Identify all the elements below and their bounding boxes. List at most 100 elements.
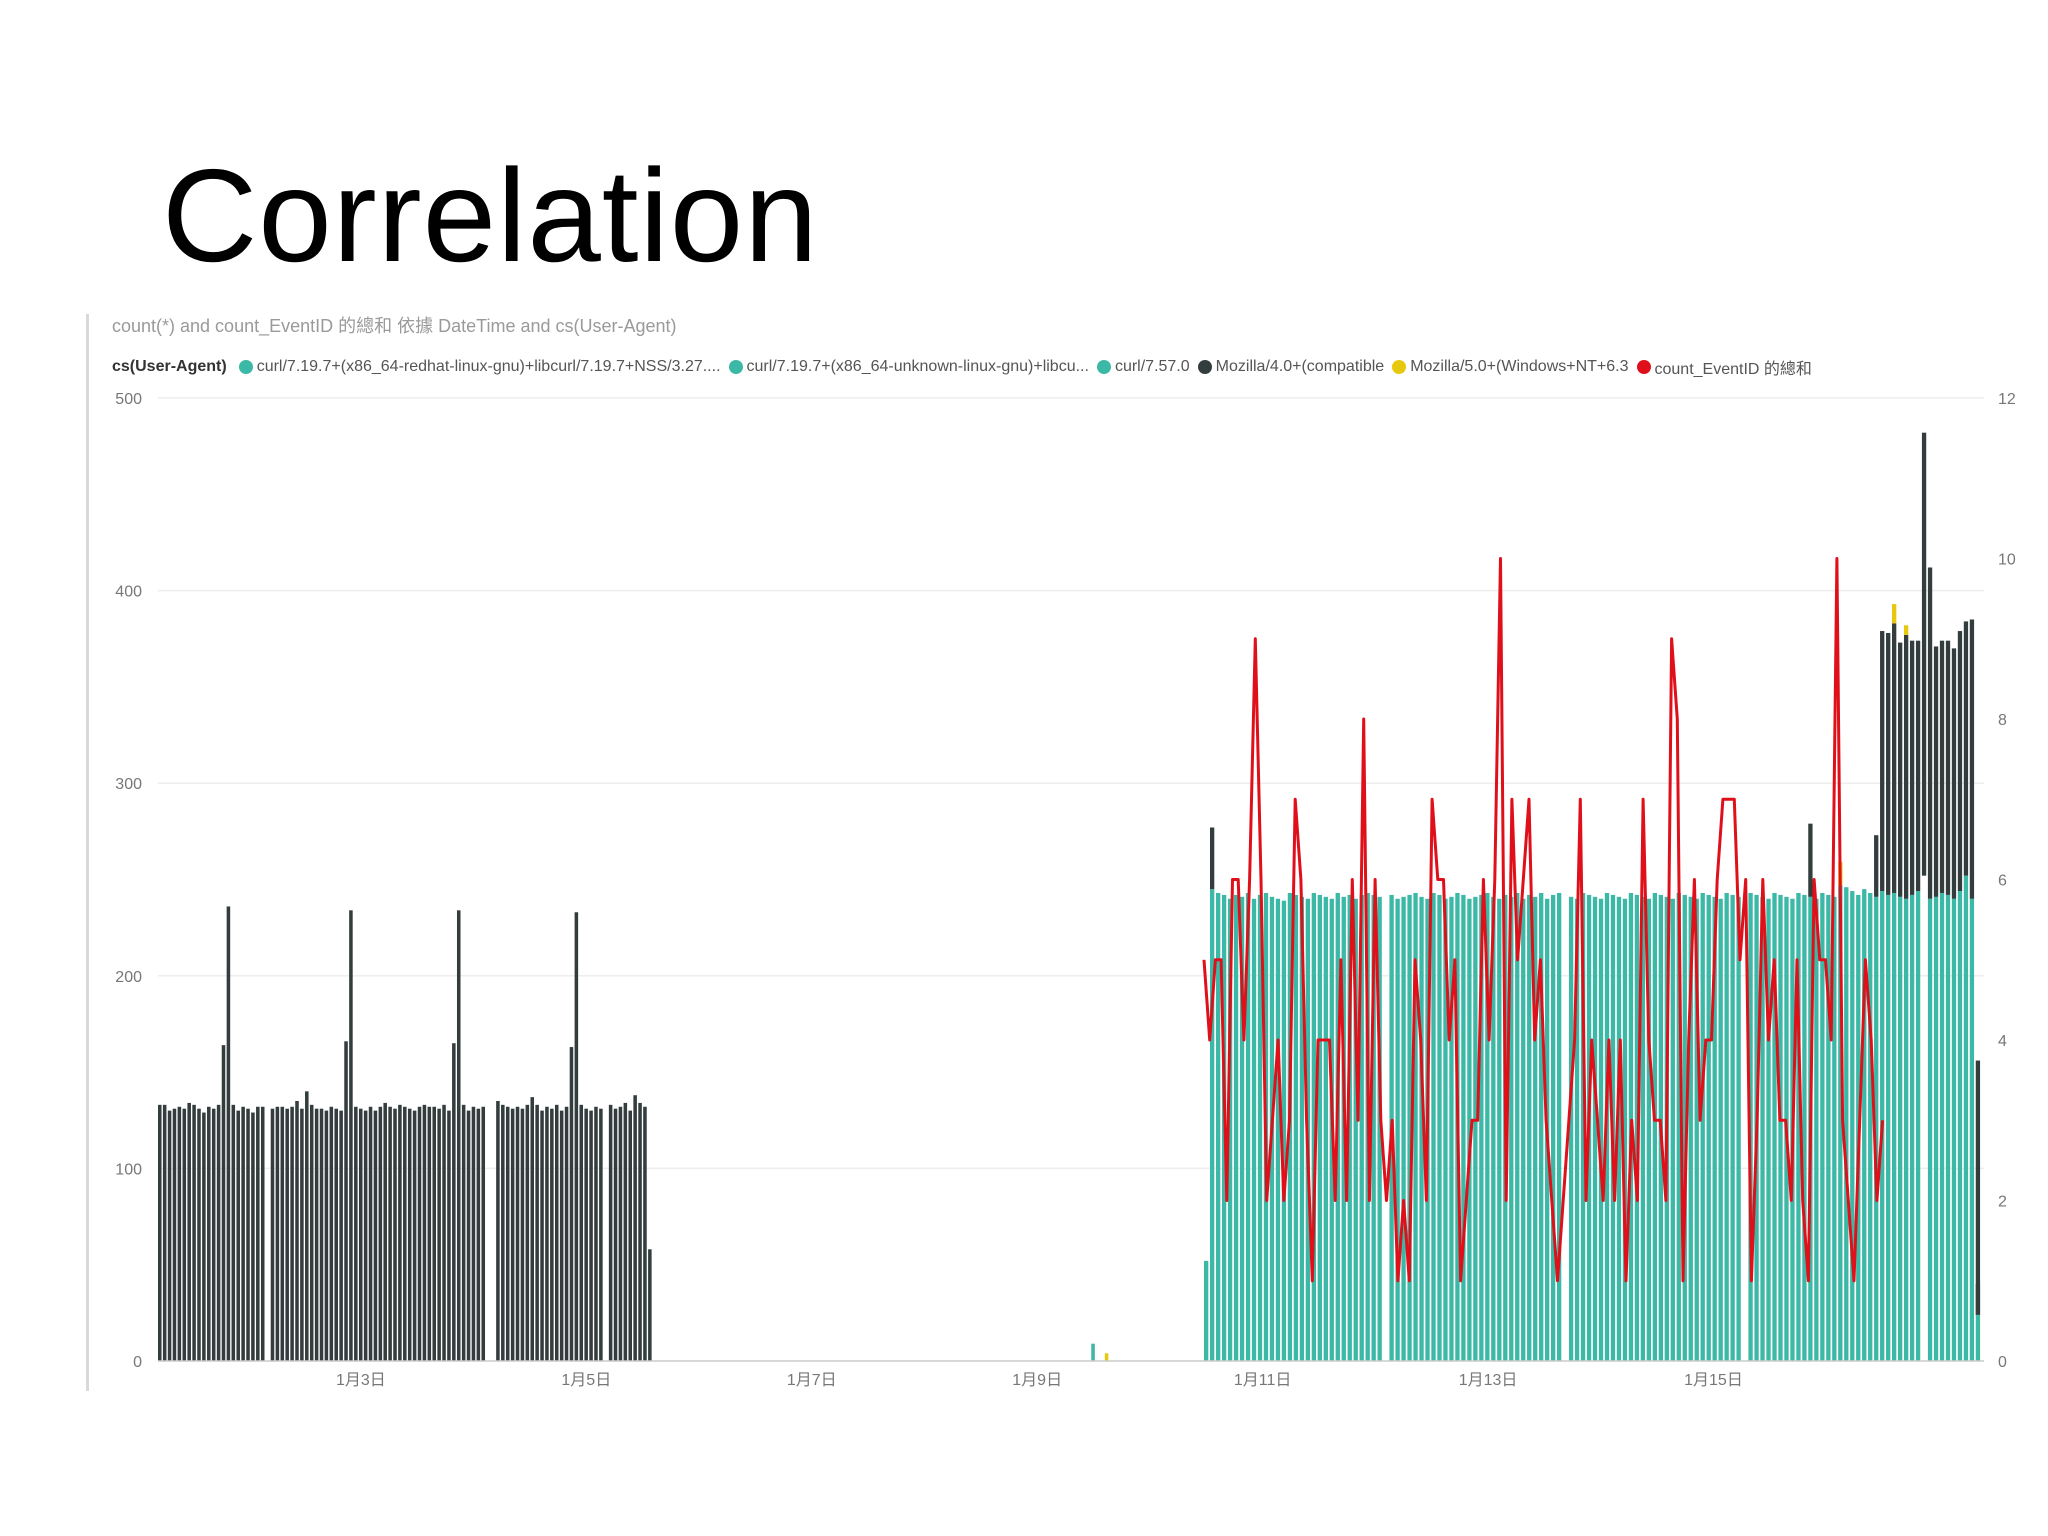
bar-curl (1449, 896, 1454, 1361)
x-tick-label: 1月13日 (1459, 1372, 1518, 1389)
bar-mozilla4 (383, 1102, 387, 1361)
bar-curl (1568, 896, 1574, 1361)
legend-label: curl/7.57.0 (1114, 358, 1190, 375)
bar-curl (1868, 892, 1873, 1361)
bar-curl (1778, 894, 1783, 1361)
bar-mozilla4-stacked (1975, 1283, 1981, 1315)
bar-mozilla4 (574, 912, 579, 1361)
y-right-tick-label: 12 (1998, 391, 2016, 408)
bar-curl (1275, 898, 1281, 1361)
bar-mozilla4 (393, 1108, 397, 1361)
bar-curl (1443, 898, 1448, 1361)
bar-curl (1927, 898, 1933, 1361)
bar-mozilla4 (246, 1108, 250, 1361)
bar-mozilla4 (452, 1043, 456, 1361)
bar-curl (1616, 896, 1622, 1361)
bar-curl (1371, 894, 1376, 1361)
x-tick-label: 1月15日 (1684, 1372, 1743, 1389)
y-right-tick-label: 2 (1998, 1194, 2007, 1211)
bar-mozilla4-stacked (1975, 1060, 1981, 1315)
bar-curl (1897, 896, 1903, 1361)
bar-small (1091, 1343, 1095, 1361)
bar-curl (1574, 898, 1580, 1361)
bar-curl (1580, 892, 1586, 1361)
bar-curl (1479, 894, 1484, 1361)
bar-curl (1209, 889, 1215, 1361)
bar-curl (1886, 894, 1891, 1361)
bar-curl (1431, 892, 1436, 1361)
bar-mozilla4 (412, 1110, 417, 1361)
bar-curl (1844, 887, 1849, 1361)
bar-mozilla4 (216, 1104, 221, 1361)
bar-mozilla4 (417, 1106, 422, 1361)
eventid-line-layer (1202, 557, 1885, 1283)
bar-curl (1509, 896, 1514, 1361)
bar-curl (1933, 896, 1939, 1361)
bar-mozilla4 (594, 1106, 598, 1361)
bar-mozilla4 (290, 1106, 294, 1361)
bar-mozilla5-stacked (1892, 604, 1897, 624)
bar-curl (1437, 894, 1442, 1361)
x-tick-label: 1月7日 (787, 1372, 837, 1389)
legend-item-eventid-sum[interactable]: count_EventID 的總和 (1636, 355, 1812, 379)
bar-mozilla4 (162, 1104, 167, 1361)
bar-mozilla4 (358, 1108, 363, 1361)
bar-curl (1903, 898, 1909, 1361)
bar-curl (1311, 892, 1316, 1361)
legend-item-curl-unknown[interactable]: curl/7.19.7+(x86_64-unknown-linux-gnu)+l… (728, 358, 1089, 376)
legend-label: curl/7.19.7+(x86_64-unknown-linux-gnu)+l… (746, 358, 1089, 375)
bar-mozilla4 (260, 1106, 265, 1361)
bar-curl (1963, 875, 1969, 1361)
bar-curl (1874, 896, 1879, 1361)
bar-mozilla4 (461, 1104, 466, 1361)
bar-mozilla4 (275, 1106, 280, 1361)
bar-mozilla4 (501, 1104, 505, 1361)
bar-curl (1491, 896, 1496, 1361)
bar-mozilla4 (167, 1110, 172, 1361)
bar-curl (1521, 898, 1526, 1361)
y-left-tick-label: 300 (115, 776, 142, 793)
bar-curl (1909, 894, 1915, 1361)
bar-curl (1957, 891, 1963, 1361)
legend-item-mozilla4[interactable]: Mozilla/4.0+(compatible (1197, 358, 1384, 376)
bar-mozilla4 (256, 1106, 260, 1361)
bar-curl (1838, 885, 1843, 1361)
bar-mozilla4-stacked (1909, 640, 1915, 895)
bar-curl (1712, 896, 1717, 1361)
bar-mozilla4 (226, 906, 231, 1361)
legend-dot-icon (1392, 360, 1407, 374)
y-right-tick-label: 4 (1998, 1033, 2007, 1050)
bar-curl (1772, 892, 1777, 1361)
bar-curl (1862, 889, 1867, 1361)
legend-item-mozilla5[interactable]: Mozilla/5.0+(Windows+NT+6.3 (1392, 358, 1629, 376)
bar-mozilla4 (305, 1091, 309, 1361)
bar-mozilla4-stacked (1892, 623, 1897, 893)
bar-mozilla4 (535, 1104, 539, 1361)
bar-mozilla4 (192, 1104, 196, 1361)
legend-dot-icon (1636, 360, 1651, 374)
bar-curl (1527, 894, 1532, 1361)
bar-mozilla4 (314, 1108, 319, 1361)
bar-curl (1323, 896, 1328, 1361)
bar-mozilla4 (295, 1100, 299, 1361)
bar-mozilla4 (520, 1108, 525, 1361)
legend-item-curl-757[interactable]: curl/7.57.0 (1096, 358, 1190, 376)
bar-mozilla4 (613, 1108, 618, 1361)
bar-mozilla4 (207, 1106, 211, 1361)
legend-item-curl-redhat[interactable]: curl/7.19.7+(x86_64-redhat-linux-gnu)+li… (238, 358, 721, 376)
legend-dot-icon (1096, 360, 1111, 374)
bar-curl (1293, 894, 1299, 1361)
bar-curl (1461, 894, 1466, 1361)
bar-mozilla4 (476, 1108, 481, 1361)
bar-curl (1407, 894, 1412, 1361)
bar-curl (1796, 892, 1801, 1361)
bar-mozilla4 (530, 1097, 535, 1361)
bar-curl (1227, 898, 1233, 1361)
bar-curl (1634, 894, 1640, 1361)
bar-mozilla4 (349, 910, 353, 1361)
bar-curl (1317, 894, 1322, 1361)
bar-curl (1724, 892, 1729, 1361)
bar-curl (1347, 894, 1352, 1361)
bar-curl (1939, 892, 1945, 1361)
bar-mozilla4 (618, 1106, 623, 1361)
